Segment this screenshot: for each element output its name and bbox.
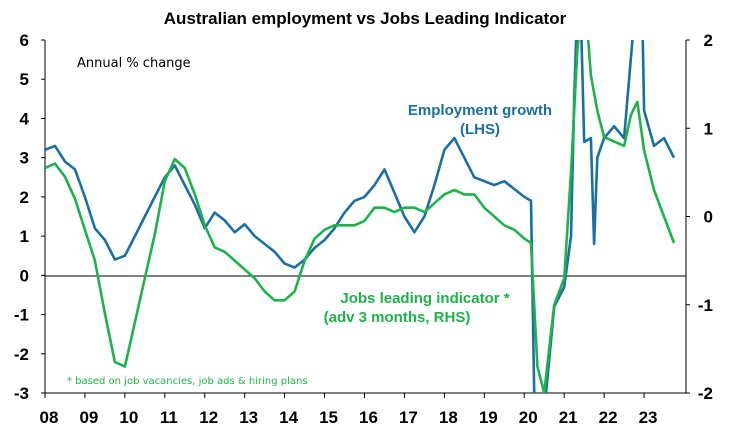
left-tick-label: 5 [20, 70, 29, 89]
footnote: * based on job vacancies, job ads & hiri… [67, 376, 308, 387]
left-tick-label: -1 [14, 306, 29, 325]
x-tick-label: 14 [279, 408, 298, 427]
axes [44, 40, 687, 393]
left-tick-label: 3 [20, 149, 29, 168]
jli-label-line1: Jobs leading indicator * [340, 290, 509, 307]
unit-note: Annual % change [77, 56, 191, 71]
x-tick-label: 23 [639, 408, 658, 427]
right-tick-label: 1 [704, 119, 713, 138]
x-tick-label: 17 [399, 408, 418, 427]
chart-title: Australian employment vs Jobs Leading In… [164, 9, 567, 28]
x-tick-label: 13 [239, 408, 258, 427]
jli-label-line2: (adv 3 months, RHS) [324, 309, 471, 326]
x-tick-label: 16 [359, 408, 378, 427]
left-tick-label: -2 [14, 345, 29, 364]
left-tick-label: -3 [14, 384, 29, 403]
left-tick-label: 2 [20, 188, 29, 207]
employment-label-line2: (LHS) [460, 121, 500, 138]
x-tick-label: 20 [519, 408, 538, 427]
x-tick-label: 09 [79, 408, 98, 427]
x-tick-label: 22 [599, 408, 618, 427]
left-tick-label: 4 [20, 109, 30, 128]
x-tick-label: 08 [40, 408, 59, 427]
x-tick-label: 11 [160, 408, 178, 427]
employment-growth-line [45, 40, 676, 393]
x-tick-label: 18 [439, 408, 458, 427]
jli-line [45, 40, 676, 393]
x-tick-label: 15 [319, 408, 338, 427]
series-lines [45, 40, 676, 393]
x-tick-label: 21 [559, 408, 578, 427]
x-axis-ticks: 08 09 10 11 12 13 14 15 16 17 18 19 20 21 22 23 [40, 392, 686, 427]
x-tick-label: 12 [199, 408, 218, 427]
x-tick-label: 19 [479, 408, 498, 427]
left-axis-ticks: 6 5 4 3 2 1 0 -1 -2 -3 [14, 31, 45, 403]
right-tick-label: 2 [704, 31, 713, 50]
employment-label-line1: Employment growth [408, 102, 552, 119]
left-tick-label: 1 [20, 227, 29, 246]
right-tick-label: 0 [704, 208, 713, 227]
right-tick-label: -2 [698, 384, 713, 403]
right-axis-ticks: 2 1 0 -1 -2 [686, 31, 713, 403]
right-tick-label: -1 [698, 296, 713, 315]
left-tick-label: 0 [20, 266, 29, 285]
left-tick-label: 6 [20, 31, 29, 50]
x-tick-label: 10 [119, 408, 138, 427]
